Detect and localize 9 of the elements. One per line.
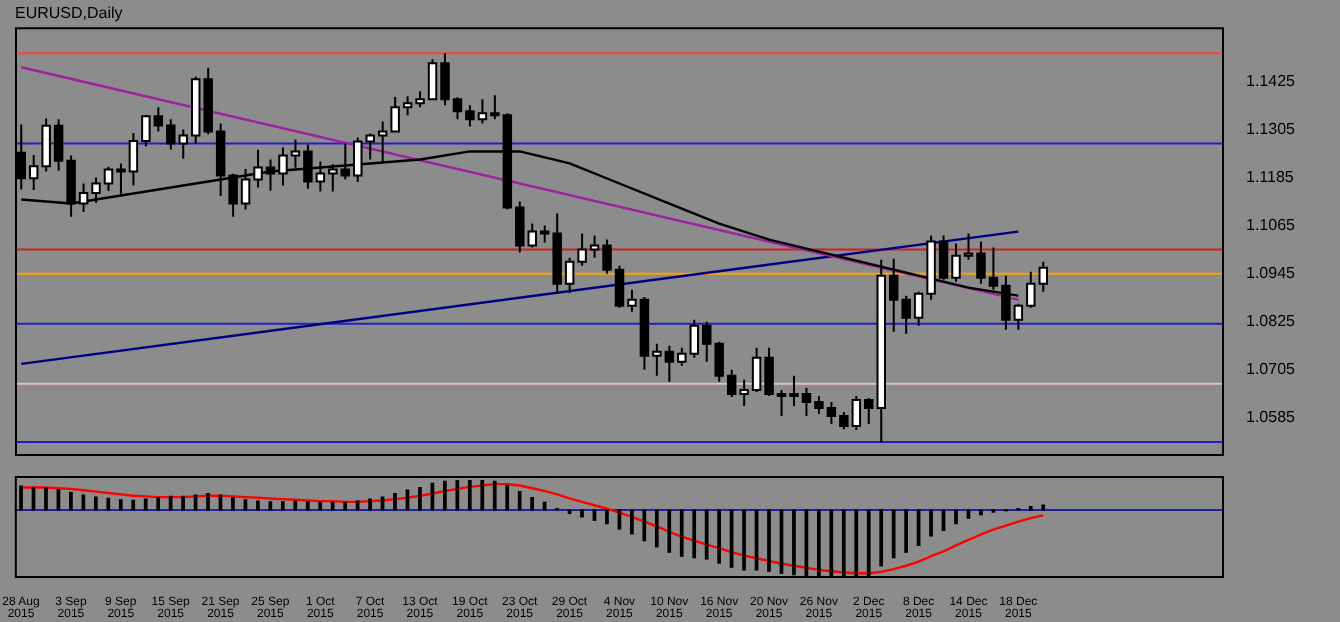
y-tick-label: 1.1305 <box>1246 119 1297 138</box>
y-tick-label: 1.0705 <box>1246 360 1297 379</box>
y-tick-label: 1.0945 <box>1246 264 1297 283</box>
y-tick-label: 1.1065 <box>1246 215 1297 234</box>
chart-title: EURUSD,Daily <box>15 4 123 23</box>
y-tick-label: 1.0585 <box>1246 408 1297 427</box>
y-tick-label: 1.0825 <box>1246 312 1297 331</box>
y-tick-label: 1.1185 <box>1246 167 1295 186</box>
y-tick-label: 1.1425 <box>1246 71 1297 90</box>
